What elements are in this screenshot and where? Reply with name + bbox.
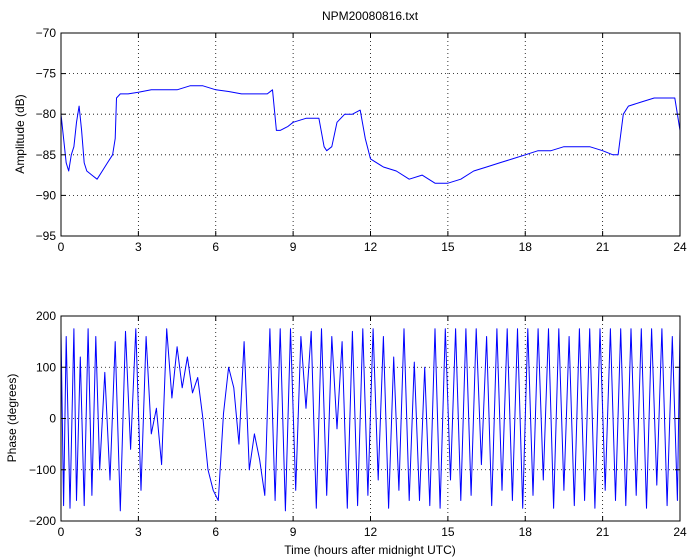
phase-y-ticks: 200 100 0 −100 −200 xyxy=(29,309,680,528)
x-tick-label: 12 xyxy=(364,240,378,254)
phase-series xyxy=(60,328,681,512)
y-tick-label: 100 xyxy=(36,360,56,374)
x-tick-label: 6 xyxy=(212,525,219,539)
y-tick-label: 200 xyxy=(36,309,56,323)
x-tick-label: 0 xyxy=(58,240,65,254)
y-tick-label: −80 xyxy=(36,107,57,121)
phase-y-axis-label: Phase (degrees) xyxy=(5,374,19,463)
phase-x-ticks: 0 3 6 9 12 15 18 21 24 xyxy=(58,316,687,539)
x-tick-label: 6 xyxy=(212,240,219,254)
phase-x-axis-label: Time (hours after midnight UTC) xyxy=(284,543,456,557)
y-tick-label: −100 xyxy=(29,463,56,477)
x-tick-label: 9 xyxy=(290,240,297,254)
series-line xyxy=(60,328,681,512)
x-tick-label: 24 xyxy=(673,525,687,539)
y-tick-label: −90 xyxy=(36,188,57,202)
y-tick-label: −85 xyxy=(36,148,57,162)
y-tick-label: −70 xyxy=(36,26,57,40)
y-tick-label: 0 xyxy=(49,412,56,426)
phase-panel: 0 3 6 9 12 15 18 21 24 200 100 0 −100 −200 Time (hou… xyxy=(5,309,687,557)
amplitude-x-ticks: 0 3 6 9 12 15 18 21 24 xyxy=(58,33,687,254)
x-tick-label: 15 xyxy=(441,240,455,254)
amplitude-panel: NPM20080816.txt 0 3 6 9 12 15 18 21 24 −70 −75 −80… xyxy=(13,9,687,254)
x-tick-label: 12 xyxy=(364,525,378,539)
x-tick-label: 3 xyxy=(135,240,142,254)
x-tick-label: 24 xyxy=(673,240,687,254)
y-tick-label: −75 xyxy=(36,67,57,81)
x-tick-label: 21 xyxy=(596,525,610,539)
x-tick-label: 18 xyxy=(519,525,533,539)
amplitude-y-ticks: −70 −75 −80 −85 −90 −95 xyxy=(36,26,680,243)
amplitude-y-axis-label: Amplitude (dB) xyxy=(13,94,27,173)
amplitude-series xyxy=(60,85,681,184)
chart-title: NPM20080816.txt xyxy=(322,9,419,23)
x-tick-label: 9 xyxy=(290,525,297,539)
y-tick-label: −200 xyxy=(29,514,56,528)
x-tick-label: 0 xyxy=(58,525,65,539)
x-tick-label: 21 xyxy=(596,240,610,254)
series-line xyxy=(60,85,681,184)
x-tick-label: 15 xyxy=(441,525,455,539)
x-tick-label: 3 xyxy=(135,525,142,539)
x-tick-label: 18 xyxy=(519,240,533,254)
y-tick-label: −95 xyxy=(36,229,57,243)
